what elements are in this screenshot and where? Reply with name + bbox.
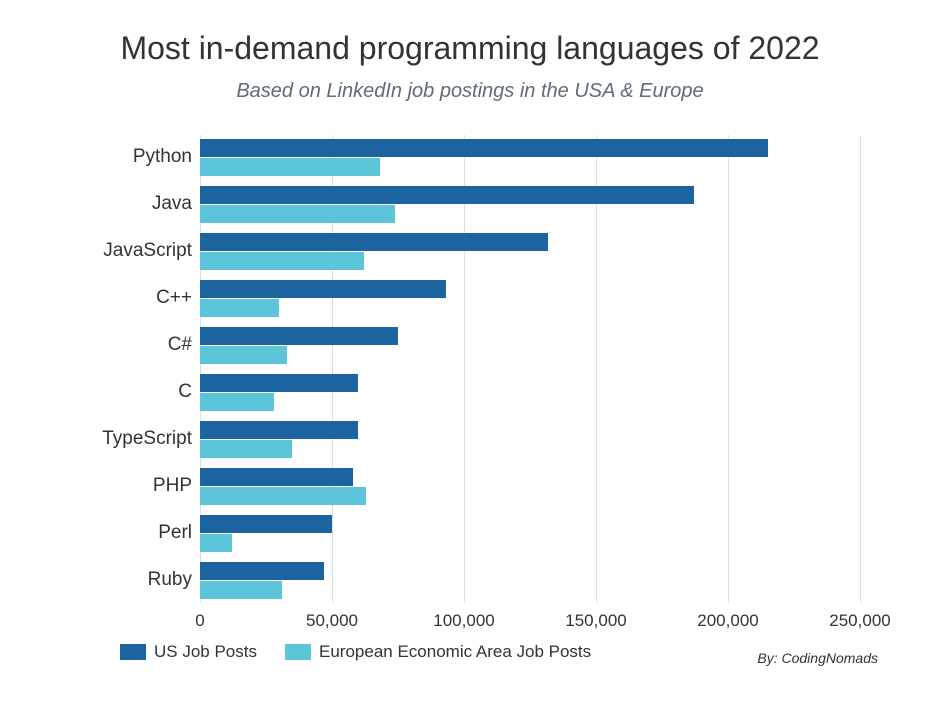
gridline	[464, 135, 465, 603]
x-tick-label: 50,000	[306, 611, 358, 631]
x-tick-label: 0	[195, 611, 204, 631]
category-label: Java	[152, 193, 200, 215]
attribution: By: CodingNomads	[757, 650, 878, 666]
category-label: TypeScript	[102, 428, 200, 450]
bar	[200, 562, 324, 580]
bar	[200, 327, 398, 345]
bar	[200, 346, 287, 364]
category-label: Python	[133, 146, 200, 168]
x-tick-label: 150,000	[565, 611, 626, 631]
bar	[200, 374, 358, 392]
chart-title: Most in-demand programming languages of …	[0, 30, 940, 67]
x-tick-label: 200,000	[697, 611, 758, 631]
legend: US Job Posts European Economic Area Job P…	[120, 642, 591, 662]
gridline	[596, 135, 597, 603]
legend-swatch	[285, 644, 311, 660]
category-label: Perl	[158, 522, 200, 544]
legend-label: US Job Posts	[154, 642, 257, 662]
x-tick-label: 100,000	[433, 611, 494, 631]
bar	[200, 233, 548, 251]
bar	[200, 487, 366, 505]
category-label: C	[178, 381, 200, 403]
bar	[200, 299, 279, 317]
bar	[200, 581, 282, 599]
bar	[200, 393, 274, 411]
chart-subtitle: Based on LinkedIn job postings in the US…	[0, 80, 940, 103]
category-label: JavaScript	[103, 240, 200, 262]
legend-item: US Job Posts	[120, 642, 257, 662]
category-label: C++	[156, 287, 200, 309]
bar	[200, 158, 380, 176]
bar	[200, 515, 332, 533]
bar	[200, 280, 446, 298]
legend-label: European Economic Area Job Posts	[319, 642, 591, 662]
x-tick-label: 250,000	[829, 611, 890, 631]
category-label: PHP	[153, 475, 200, 497]
bar	[200, 252, 364, 270]
category-label: C#	[168, 334, 200, 356]
bar	[200, 468, 353, 486]
legend-swatch	[120, 644, 146, 660]
bar	[200, 186, 694, 204]
plot-area: 050,000100,000150,000200,000250,000Pytho…	[200, 135, 860, 603]
bar	[200, 421, 358, 439]
legend-item: European Economic Area Job Posts	[285, 642, 591, 662]
bar	[200, 139, 768, 157]
gridline	[860, 135, 861, 603]
gridline	[728, 135, 729, 603]
bar	[200, 440, 292, 458]
bar	[200, 534, 232, 552]
category-label: Ruby	[148, 569, 200, 591]
bar	[200, 205, 395, 223]
